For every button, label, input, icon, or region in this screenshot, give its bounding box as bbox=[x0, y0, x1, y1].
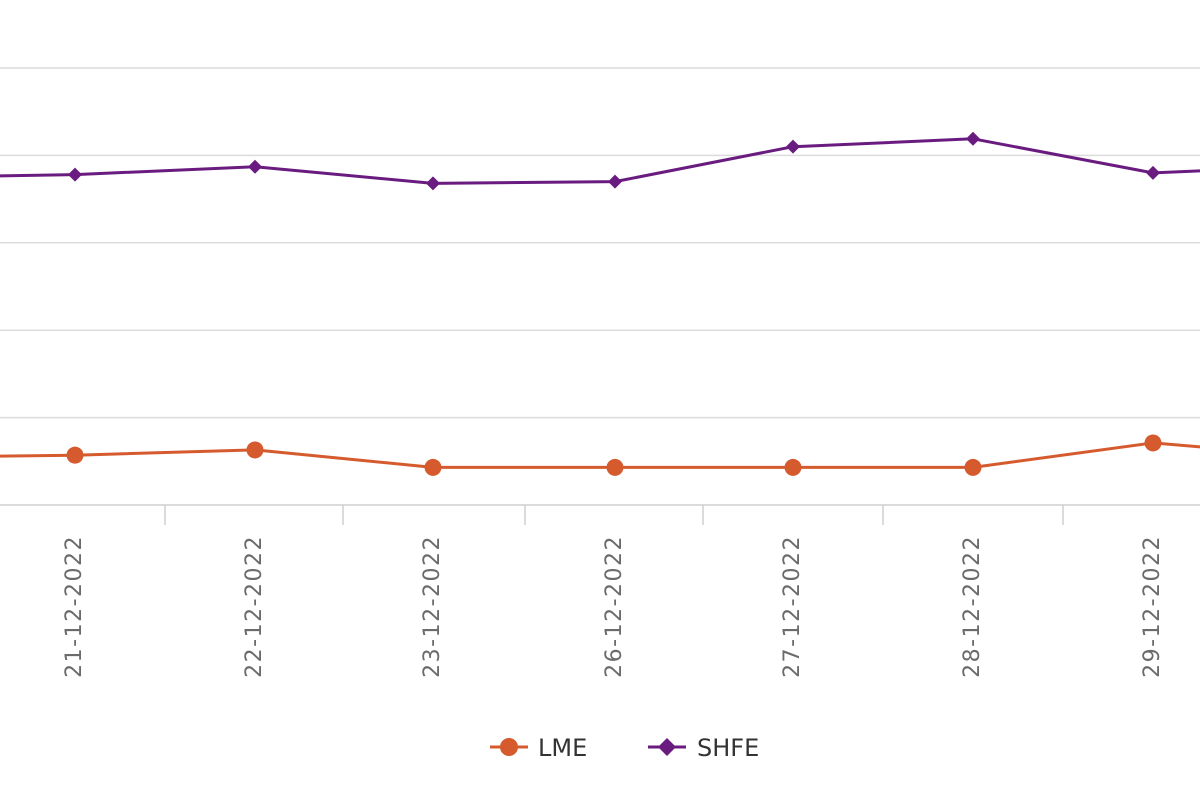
data-point-shfe-1[interactable] bbox=[248, 159, 262, 174]
x-tick-label-1: 22-12-2022 bbox=[242, 535, 267, 678]
data-point-shfe-5[interactable] bbox=[966, 131, 980, 146]
x-tick-label-2: 23-12-2022 bbox=[420, 535, 445, 678]
data-point-lme-4[interactable] bbox=[784, 458, 802, 476]
data-point-lme-1[interactable] bbox=[246, 441, 264, 459]
x-tick-label-0: 21-12-2022 bbox=[62, 535, 87, 678]
data-point-shfe-2[interactable] bbox=[426, 176, 440, 191]
series-group bbox=[0, 131, 1200, 476]
x-tick-label-4: 27-12-2022 bbox=[780, 535, 805, 678]
data-point-lme-5[interactable] bbox=[964, 458, 982, 476]
x-tick-label-3: 26-12-2022 bbox=[602, 535, 627, 678]
data-point-shfe-3[interactable] bbox=[608, 174, 622, 189]
series-line-shfe bbox=[0, 137, 1200, 185]
legend-label-shfe: SHFE bbox=[697, 734, 759, 762]
data-point-lme-2[interactable] bbox=[424, 458, 442, 476]
legend-marker-circle-icon bbox=[500, 738, 518, 756]
series-line-lme bbox=[0, 441, 1200, 469]
legend[interactable]: LME SHFE bbox=[490, 734, 759, 762]
data-point-shfe-4[interactable] bbox=[786, 139, 800, 154]
data-point-shfe-0[interactable] bbox=[68, 167, 82, 182]
x-tick-label-6: 29-12-2022 bbox=[1140, 535, 1165, 678]
x-tick-label-5: 28-12-2022 bbox=[960, 535, 985, 678]
grid-lines bbox=[0, 67, 1200, 419]
data-point-shfe-6[interactable] bbox=[1146, 165, 1160, 180]
data-point-lme-0[interactable] bbox=[66, 446, 84, 464]
legend-marker-diamond-icon bbox=[658, 738, 676, 756]
data-point-lme-6[interactable] bbox=[1144, 434, 1162, 452]
data-point-lme-3[interactable] bbox=[606, 458, 624, 476]
legend-item-lme[interactable]: LME bbox=[490, 734, 587, 762]
legend-label-lme: LME bbox=[538, 734, 587, 762]
x-axis: 21-12-2022 22-12-2022 23-12-2022 26-12-2022… bbox=[0, 504, 1200, 678]
legend-item-shfe[interactable]: SHFE bbox=[648, 734, 759, 762]
